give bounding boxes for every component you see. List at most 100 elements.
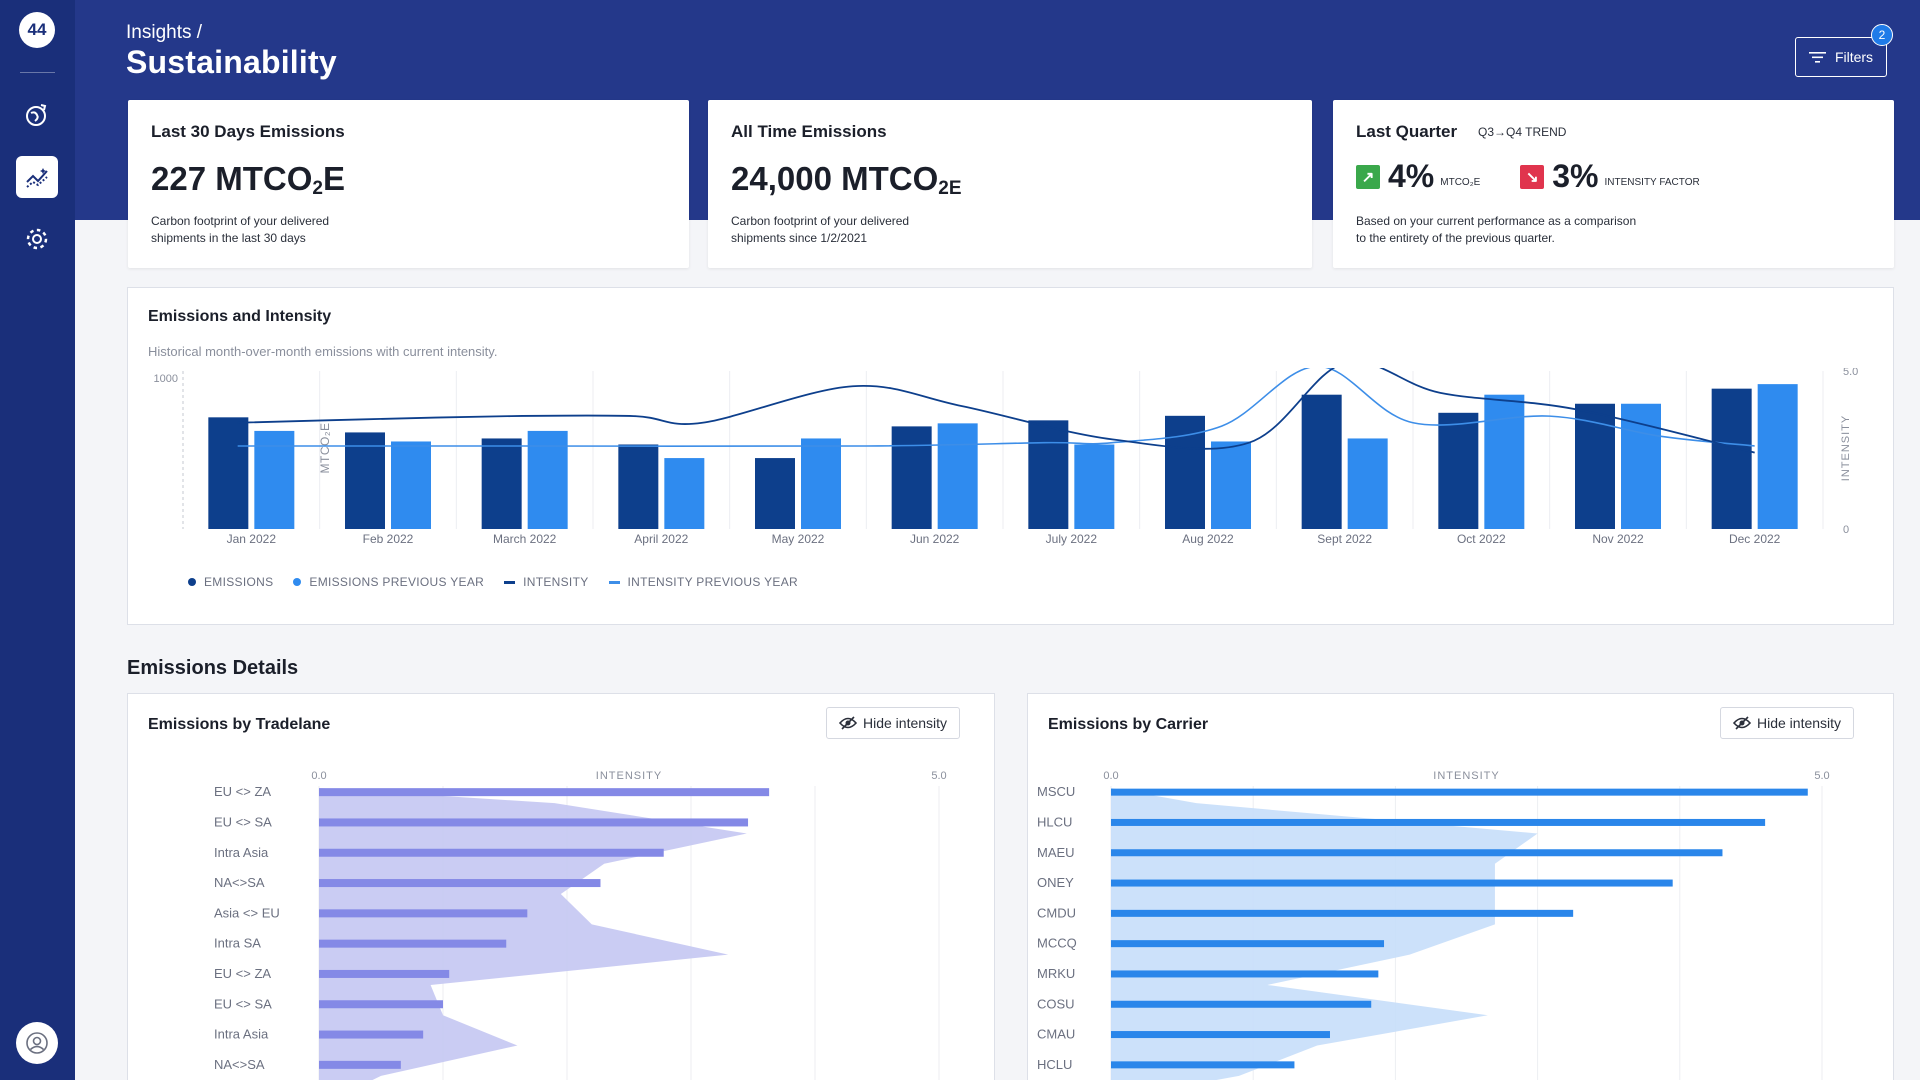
gear-icon [26,228,48,250]
kpi-card-all-time: All Time Emissions 24,000 MTCO2E Carbon … [708,100,1312,268]
emissions-prev-bar [527,430,568,529]
y-tick-label: 1000 [154,373,178,385]
sidebar-item-insights[interactable] [16,156,58,198]
sidebar-item-settings[interactable] [16,218,58,260]
arrow-down-right-icon: ↘ [1520,164,1545,189]
kpi-title: All Time Emissions [731,122,887,141]
user-avatar-icon [26,1032,48,1054]
intensity-bar [1111,849,1723,857]
intensity-bar [319,1060,401,1069]
emissions-bar [1438,412,1479,529]
kpi-card-last-30-days: Last 30 Days Emissions 227 MTCO2E Carbon… [128,100,689,268]
category-label: Intra Asia [214,1027,269,1042]
intensity-bar [319,848,664,857]
x-axis-max-label: 5.0 [1814,770,1829,782]
sidebar-item-global[interactable] [16,94,58,136]
y-right-bottom-label: 0 [1843,524,1849,536]
emissions-bar [481,438,522,529]
intensity-bar [1111,788,1808,796]
intensity-bar [1111,1061,1295,1069]
filters-button[interactable]: Filters [1795,37,1887,77]
intensity-bar [319,939,507,948]
intensity-bar [319,909,528,918]
insights-chart-icon [26,168,48,188]
panel-subtitle: Historical month-over-month emissions wi… [148,344,498,359]
intensity-bar [319,879,601,888]
x-tick-label: Oct 2022 [1457,532,1506,546]
filters-label: Filters [1834,49,1874,65]
kpi-description: Carbon footprint of your delivered shipme… [731,214,910,245]
intensity-prev-line [237,368,1755,448]
filters-count-badge: 2 [1871,24,1893,46]
legend-emissions[interactable]: EMISSIONS [188,575,273,589]
emissions-prev-bar [664,458,705,529]
hide-intensity-button[interactable]: Hide intensity [1720,707,1855,739]
intensity-bar [319,788,770,797]
x-tick-label: Nov 2022 [1592,532,1644,546]
emissions-intensity-chart: 1000 MTCO₂E 5.0 0 INTENSITY Jan 2022 Feb 2022 M… [154,368,1858,546]
intensity-bar [1111,909,1574,917]
x-tick-label: July 2022 [1046,532,1098,546]
category-label: CMDU [1037,905,1076,920]
x-tick-label: Sept 2022 [1317,532,1372,546]
kpi-value: 24,000 MTCO2E [731,160,962,199]
emissions-bar [1301,394,1342,529]
y-right-axis-label: INTENSITY [1840,415,1852,481]
user-avatar[interactable] [16,1022,58,1064]
intensity-trend-value: 3% [1552,158,1599,194]
emissions-prev-bar [254,430,295,529]
x-tick-label: April 2022 [634,532,688,546]
hide-intensity-button[interactable]: Hide intensity [826,707,961,739]
emissions-prev-bar [937,423,978,529]
kpi-card-last-quarter: Last Quarter Q3→Q4 TREND ↗ 4% MTCO₂E ↘ 3… [1333,100,1894,268]
breadcrumb[interactable]: Insights / [126,22,203,43]
legend-intensity-prev[interactable]: INTENSITY PREVIOUS YEAR [608,575,799,589]
x-axis-min-label: 0.0 [1103,770,1118,782]
x-axis-title: INTENSITY [1433,770,1499,782]
kpi-title: Last 30 Days Emissions [151,122,345,141]
intensity-bar [1111,940,1385,948]
y-right-top-label: 5.0 [1843,368,1858,378]
x-axis-title: INTENSITY [596,770,662,782]
category-label: Intra SA [214,936,261,951]
x-axis-min-label: 0.0 [311,770,326,782]
category-label: HLCU [1037,814,1072,829]
category-label: NA<>SA [214,1057,265,1072]
intensity-line [237,368,1755,454]
intensity-bar [1111,818,1766,826]
carrier-panel: Emissions by Carrier Hide intensity 0.0 I… [1027,693,1894,1080]
legend-emissions-prev[interactable]: EMISSIONS PREVIOUS YEAR [293,575,484,589]
y-axis-label: MTCO₂E [318,423,332,474]
emissions-prev-bar [1347,438,1388,529]
category-label: MRKU [1037,966,1075,981]
intensity-bar [1111,1000,1372,1008]
x-tick-label: May 2022 [772,532,825,546]
category-label: EU <> SA [214,996,272,1011]
kpi-title: Last Quarter [1356,122,1458,141]
emissions-prev-bar [801,438,841,529]
intensity-bar [1111,879,1673,887]
x-tick-label: Feb 2022 [363,532,414,546]
chart-legend: EMISSIONS EMISSIONS PREVIOUS YEAR INTENS… [188,575,798,589]
carrier-chart: 0.0 INTENSITY 5.0 MSCU HLCU MAEU ONEY CMDU MCCQ M… [1037,770,1830,1080]
emissions-prev-bar [1074,444,1115,529]
emissions-bar [755,458,795,529]
legend-intensity[interactable]: INTENSITY [504,575,588,589]
tradelane-chart: 0.0 INTENSITY 5.0 EU <> ZA EU <> SA Intra Asi… [214,770,947,1080]
emissions-prev-bar [1757,384,1798,529]
panel-title: Emissions by Tradelane [148,716,331,733]
x-tick-label: Aug 2022 [1182,532,1234,546]
category-label: NA<>SA [214,875,265,890]
app-logo[interactable]: 44 [19,12,55,48]
category-label: MCCQ [1037,936,1077,951]
filter-icon [1808,51,1826,63]
sidebar-divider [20,72,55,73]
intensity-bar [319,1000,443,1009]
emissions-prev-bar [1484,394,1525,529]
emissions-prev-bar [1621,403,1661,529]
page-title: Sustainability [126,44,337,80]
trend-label: Q3→Q4 TREND [1478,125,1567,139]
x-tick-label: Dec 2022 [1729,532,1781,546]
kpi-description: Carbon footprint of your delivered shipme… [151,214,330,245]
emissions-bar [1711,388,1752,529]
